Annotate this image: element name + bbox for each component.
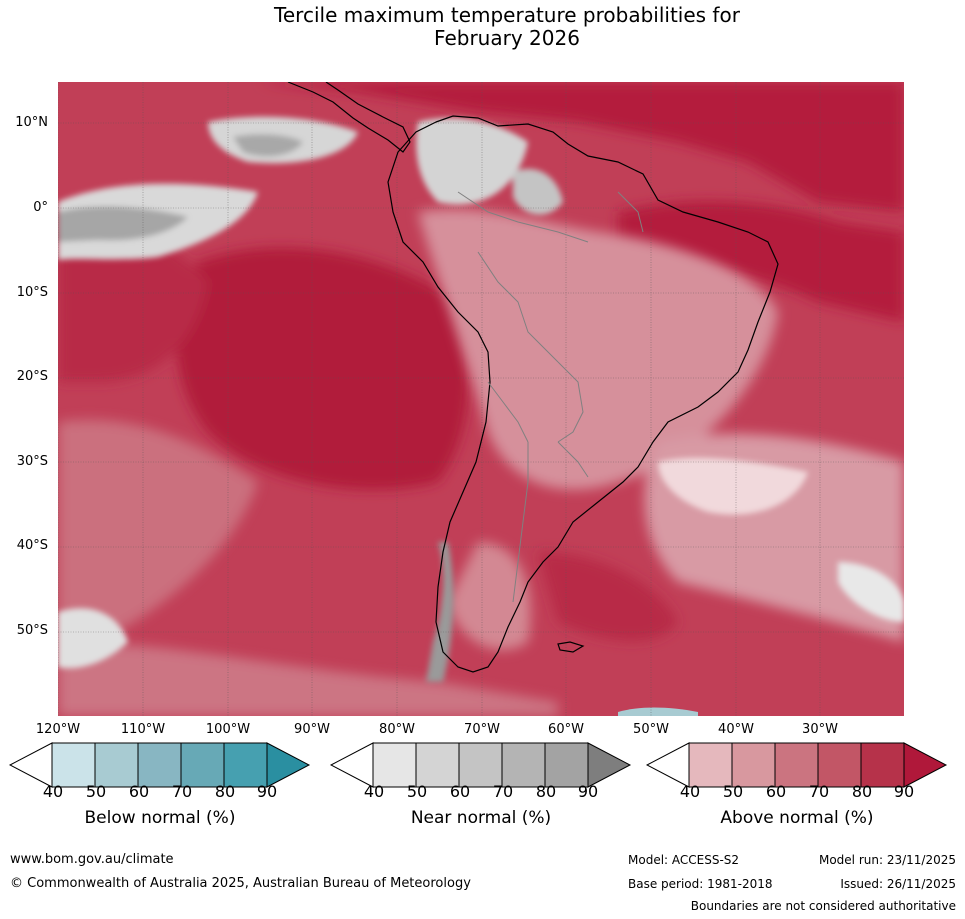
country-borders: [457, 191, 644, 603]
colorbar-tick: 40: [42, 782, 64, 801]
lon-label: 60°W: [548, 722, 584, 737]
issued-text: Issued: 26/11/2025: [840, 877, 956, 891]
map-title: Tercile maximum temperature probabilitie…: [0, 4, 965, 50]
above-normal-high-zones: [58, 82, 904, 641]
colorbar-cell: [415, 742, 460, 788]
colorbar-tick: 50: [722, 782, 744, 801]
lon-label: 120°W: [35, 722, 81, 737]
lon-label: 70°W: [464, 722, 500, 737]
colorbar-cell: [587, 742, 632, 788]
colorbar-cell: [223, 742, 268, 788]
model-text: Model: ACCESS-S2: [628, 853, 740, 867]
colorbar-tick: 40: [679, 782, 701, 801]
lon-label: 100°W: [205, 722, 251, 737]
colorbar-cell: [94, 742, 139, 788]
colorbar-tick: 60: [765, 782, 787, 801]
colorbar-tick: 70: [492, 782, 514, 801]
colorbar-above-normal: [646, 742, 948, 788]
colorbar-tick: 80: [535, 782, 557, 801]
colorbar-below-normal: [9, 742, 311, 788]
near-normal-zones: [58, 116, 904, 682]
disclaimer-text: Boundaries are not considered authoritat…: [690, 899, 956, 913]
colorbar-cell: [458, 742, 503, 788]
lat-label: 30°S: [16, 454, 48, 469]
colorbar-label-below: Below normal (%): [84, 808, 236, 828]
lat-label: 20°S: [16, 369, 48, 384]
colorbar-tick: 80: [214, 782, 236, 801]
lat-label: 0°: [33, 200, 48, 215]
colorbar-label-above: Above normal (%): [720, 808, 874, 828]
colorbar-tick: 40: [363, 782, 385, 801]
below-normal-patch: [618, 707, 698, 716]
copyright-text: © Commonwealth of Australia 2025, Austra…: [10, 876, 471, 891]
title-line-2: February 2026: [434, 26, 580, 50]
colorbar-cell: [372, 742, 417, 788]
colorbar-cell: [731, 742, 776, 788]
colorbar-tick: 60: [449, 782, 471, 801]
colorbar-tick: 50: [85, 782, 107, 801]
lat-label: 10°N: [15, 115, 48, 130]
colorbar-cell: [501, 742, 546, 788]
lat-label: 40°S: [16, 538, 48, 553]
colorbar-tick: 70: [171, 782, 193, 801]
lon-label: 80°W: [379, 722, 415, 737]
colorbar-tick: 90: [893, 782, 915, 801]
colorbar-tick: 80: [851, 782, 873, 801]
colorbar-tick: 50: [406, 782, 428, 801]
lon-label: 90°W: [294, 722, 330, 737]
base-period-text: Base period: 1981-2018: [628, 877, 773, 891]
colorbar-tick: 60: [128, 782, 150, 801]
colorbar-cell: [51, 742, 96, 788]
title-line-1: Tercile maximum temperature probabilitie…: [274, 3, 740, 27]
probability-map: [58, 82, 904, 716]
colorbar-cell: [688, 742, 733, 788]
lon-label: 40°W: [718, 722, 754, 737]
colorbar-cell: [266, 742, 311, 788]
colorbar-near-normal: [330, 742, 632, 788]
colorbar-cell: [9, 742, 53, 788]
lon-label: 30°W: [802, 722, 838, 737]
graticule: [58, 82, 904, 716]
colorbar-tick: 90: [577, 782, 599, 801]
colorbar-cell: [544, 742, 589, 788]
colorbar-cell: [646, 742, 690, 788]
lon-label: 50°W: [633, 722, 669, 737]
lat-label: 10°S: [16, 285, 48, 300]
colorbar-cell: [903, 742, 948, 788]
website-text: www.bom.gov.au/climate: [10, 852, 174, 867]
colorbar-cell: [137, 742, 182, 788]
colorbar-label-near: Near normal (%): [410, 808, 552, 828]
lon-label: 110°W: [120, 722, 166, 737]
colorbar-tick: 90: [256, 782, 278, 801]
south-america-coastline: [387, 115, 779, 673]
colorbar-tick: 70: [808, 782, 830, 801]
colorbar-cell: [860, 742, 905, 788]
central-america-coastline: [287, 82, 411, 153]
colorbar-cell: [180, 742, 225, 788]
model-run-text: Model run: 23/11/2025: [818, 853, 956, 867]
lat-label: 50°S: [16, 623, 48, 638]
colorbar-cell: [330, 742, 374, 788]
colorbar-cell: [774, 742, 819, 788]
falklands-coastline: [557, 641, 585, 653]
colorbar-cell: [817, 742, 862, 788]
